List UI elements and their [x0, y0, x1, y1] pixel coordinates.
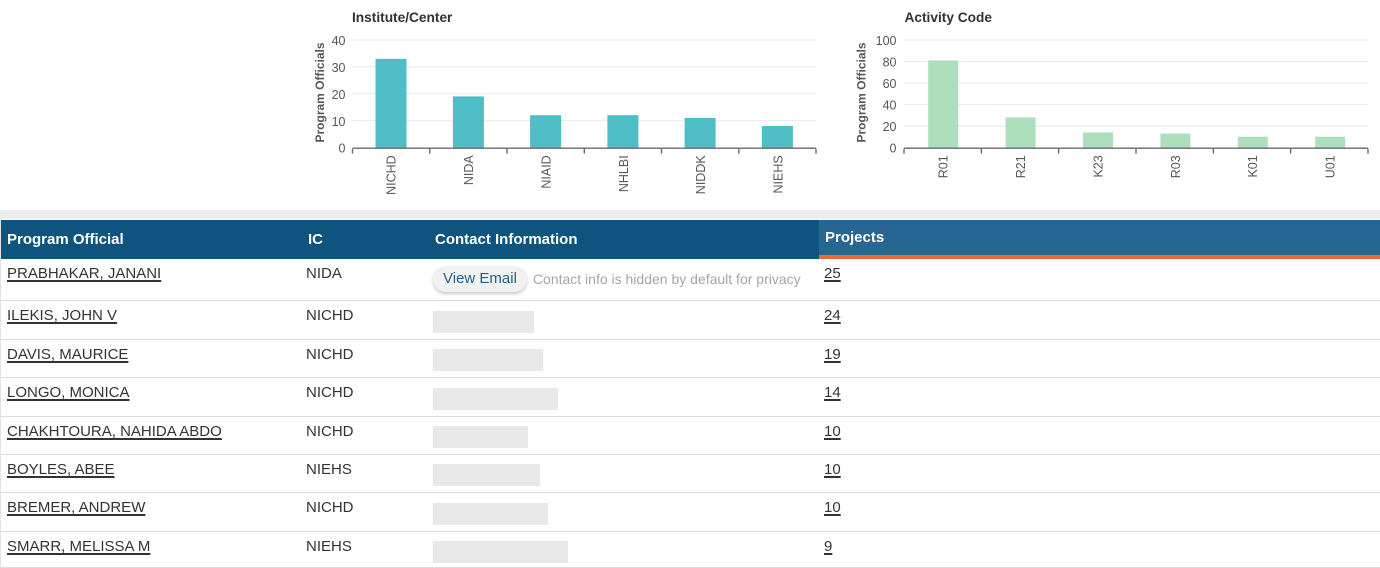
svg-text:20: 20: [332, 88, 346, 102]
svg-text:U01: U01: [1324, 155, 1338, 178]
svg-text:10: 10: [332, 115, 346, 129]
svg-text:30: 30: [332, 61, 346, 75]
svg-text:60: 60: [883, 77, 897, 91]
svg-text:NHLBI: NHLBI: [617, 155, 631, 192]
svg-text:K01: K01: [1246, 155, 1260, 177]
svg-text:R01: R01: [937, 155, 951, 178]
svg-text:Activity Code: Activity Code: [905, 10, 993, 25]
svg-text:K23: K23: [1091, 155, 1105, 177]
svg-text:R03: R03: [1169, 155, 1183, 178]
svg-text:0: 0: [339, 142, 346, 156]
svg-text:Program Officials: Program Officials: [313, 42, 327, 142]
svg-text:NIEHS: NIEHS: [772, 155, 786, 193]
svg-text:40: 40: [332, 34, 346, 48]
svg-text:NIAID: NIAID: [539, 155, 553, 188]
svg-text:40: 40: [883, 99, 897, 113]
svg-text:NIDDK: NIDDK: [694, 155, 708, 195]
svg-text:Institute/Center: Institute/Center: [352, 10, 453, 25]
svg-text:R21: R21: [1014, 155, 1028, 178]
svg-text:Program Officials: Program Officials: [855, 42, 869, 142]
svg-text:NIDA: NIDA: [462, 155, 476, 186]
svg-text:80: 80: [883, 56, 897, 70]
svg-text:100: 100: [876, 34, 897, 48]
svg-text:0: 0: [890, 142, 897, 156]
svg-text:20: 20: [883, 120, 897, 134]
svg-text:NICHD: NICHD: [385, 155, 399, 195]
